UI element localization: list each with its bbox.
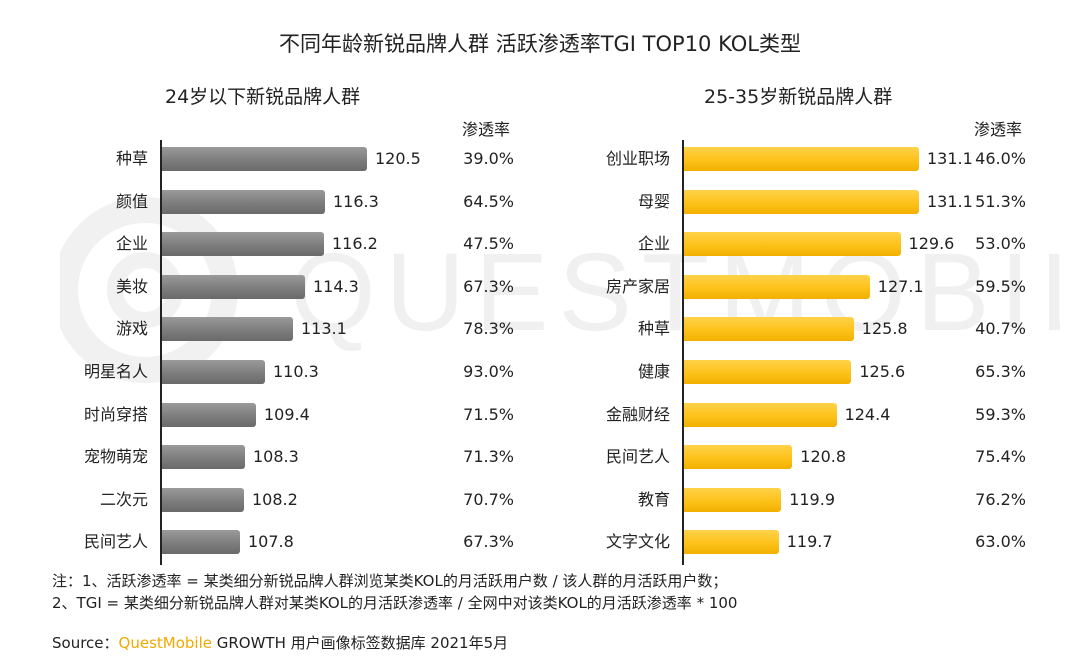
left-axis-line xyxy=(160,140,162,565)
left-category-label: 时尚穿搭 xyxy=(83,404,148,424)
right-value-label: 131.1 xyxy=(927,149,973,168)
left-penetration-value: 47.5% xyxy=(463,234,514,254)
left-penetration-value: 71.5% xyxy=(463,404,514,424)
left-value-label: 114.3 xyxy=(313,276,359,296)
left-category-label: 颜值 xyxy=(115,191,148,211)
right-bar xyxy=(684,189,919,214)
left-bar xyxy=(162,402,256,427)
left-penetration-value: 78.3% xyxy=(463,319,514,339)
left-category-label: 民间艺人 xyxy=(83,532,148,552)
right-bar xyxy=(684,530,779,555)
left-category-label: 二次元 xyxy=(99,489,148,509)
left-penetration-header: 渗透率 xyxy=(462,120,511,139)
left-value-label: 116.2 xyxy=(332,234,378,254)
right-bar xyxy=(684,317,854,342)
source-rest: GROWTH 用户画像标签数据库 2021年5月 xyxy=(211,634,509,652)
right-category-label: 教育 xyxy=(637,489,670,509)
right-value-label: 120.8 xyxy=(800,447,847,467)
watermark: QUESTMOBILE xyxy=(60,197,1060,383)
right-bar xyxy=(684,402,837,427)
right-penetration-value: 59.5% xyxy=(975,276,1026,296)
left-value-label: 108.3 xyxy=(253,447,299,467)
left-bar xyxy=(162,189,325,214)
right-penetration-value: 63.0% xyxy=(975,532,1026,552)
left-penetration-value: 64.5% xyxy=(463,191,514,211)
right-value-label: 124.4 xyxy=(844,404,891,424)
left-category-label: 种草 xyxy=(115,149,148,168)
right-penetration-value: 40.7% xyxy=(975,319,1026,339)
left-value-label: 109.4 xyxy=(264,404,310,424)
right-penetration-header: 渗透率 xyxy=(974,120,1023,139)
left-bar xyxy=(162,445,245,470)
source-line: Source：QuestMobile GROWTH 用户画像标签数据库 2021… xyxy=(52,632,508,653)
right-bar xyxy=(684,274,870,299)
svg-text:QUESTMOBILE: QUESTMOBILE xyxy=(290,231,1060,354)
left-bar xyxy=(162,317,293,342)
left-bar xyxy=(162,232,324,257)
right-category-label: 民间艺人 xyxy=(605,447,670,467)
right-penetration-value: 46.0% xyxy=(975,149,1026,168)
right-bar xyxy=(684,487,782,512)
left-bar xyxy=(162,487,244,512)
right-penetration-value: 59.3% xyxy=(975,404,1026,424)
footnotes: 注：1、活跃渗透率 = 某类细分新锐品牌人群浏览某类KOL的月活跃用户数 / 该… xyxy=(52,570,737,614)
left-value-label: 113.1 xyxy=(301,319,347,339)
footnote-line-2: 2、TGI = 某类细分新锐品牌人群对某类KOL的月活跃渗透率 / 全网中对该类… xyxy=(52,594,738,612)
right-value-label: 119.7 xyxy=(786,532,833,552)
right-category-label: 金融财经 xyxy=(605,404,670,424)
right-value-label: 119.9 xyxy=(789,489,835,509)
right-category-label: 创业职场 xyxy=(605,149,670,168)
right-bar xyxy=(684,232,901,257)
right-value-label: 129.6 xyxy=(908,234,955,254)
right-category-label: 种草 xyxy=(637,319,670,339)
chart-title: 不同年龄新锐品牌人群 活跃渗透率TGI TOP10 KOL类型 xyxy=(279,32,801,56)
left-penetration-value: 93.0% xyxy=(463,362,514,381)
right-category-label: 母婴 xyxy=(637,191,670,211)
right-value-label: 125.8 xyxy=(861,319,908,339)
left-penetration-value: 67.3% xyxy=(463,532,514,552)
left-bar xyxy=(162,360,265,384)
right-penetration-value: 75.4% xyxy=(975,447,1026,467)
right-bar xyxy=(684,147,919,171)
left-panel-title: 24岁以下新锐品牌人群 xyxy=(165,86,361,108)
left-category-label: 明星名人 xyxy=(83,362,148,381)
left-penetration-value: 70.7% xyxy=(463,489,514,509)
left-value-label: 107.8 xyxy=(248,532,294,552)
right-penetration-value: 76.2% xyxy=(975,489,1026,509)
left-category-label: 企业 xyxy=(115,234,148,254)
right-bar xyxy=(684,360,852,384)
right-bar xyxy=(684,445,793,470)
left-bar xyxy=(162,147,367,171)
source-prefix: Source： xyxy=(52,634,119,652)
left-bar xyxy=(162,274,305,299)
left-value-label: 108.2 xyxy=(252,489,298,509)
left-value-label: 110.3 xyxy=(273,362,319,381)
right-category-label: 房产家居 xyxy=(605,276,670,296)
right-penetration-value: 53.0% xyxy=(975,234,1026,254)
right-panel-title: 25-35岁新锐品牌人群 xyxy=(704,86,893,108)
right-axis-line xyxy=(682,140,684,565)
right-penetration-value: 65.3% xyxy=(975,362,1026,381)
left-value-label: 120.5 xyxy=(375,149,421,168)
right-value-label: 127.1 xyxy=(877,276,924,296)
right-category-label: 健康 xyxy=(637,362,670,381)
left-bar xyxy=(162,530,240,555)
left-penetration-value: 67.3% xyxy=(463,276,514,296)
left-penetration-value: 39.0% xyxy=(463,149,514,168)
right-value-label: 131.1 xyxy=(927,191,973,211)
right-category-label: 文字文化 xyxy=(605,532,670,552)
right-value-label: 125.6 xyxy=(859,362,906,381)
footnote-line-1: 注：1、活跃渗透率 = 某类细分新锐品牌人群浏览某类KOL的月活跃用户数 / 该… xyxy=(52,572,728,590)
left-category-label: 宠物萌宠 xyxy=(83,447,148,467)
left-value-label: 116.3 xyxy=(333,191,379,211)
left-category-label: 游戏 xyxy=(115,319,148,339)
source-brand: QuestMobile xyxy=(118,634,212,652)
right-category-label: 企业 xyxy=(637,234,670,254)
left-penetration-value: 71.3% xyxy=(463,447,514,467)
left-category-label: 美妆 xyxy=(115,276,148,296)
right-penetration-value: 51.3% xyxy=(975,191,1026,211)
